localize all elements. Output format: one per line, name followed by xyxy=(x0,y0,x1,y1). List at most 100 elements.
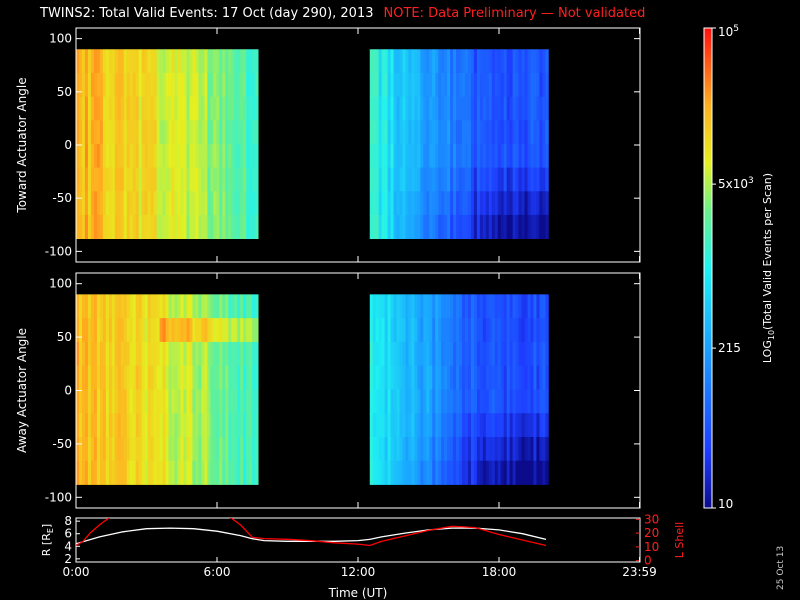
heatmap-cell xyxy=(467,460,472,485)
heatmap-cell xyxy=(126,191,131,216)
heatmap-cell xyxy=(201,413,205,438)
heatmap-cell xyxy=(174,365,178,390)
heatmap-cell xyxy=(423,191,427,216)
heatmap-cell xyxy=(450,96,454,121)
heatmap-cell xyxy=(527,460,531,485)
heatmap-cell xyxy=(255,96,259,121)
heatmap-cell xyxy=(186,191,190,216)
heatmap-cell xyxy=(476,167,481,192)
heatmap-cell xyxy=(500,389,505,414)
heatmap-cell xyxy=(222,341,226,367)
heatmap-cell xyxy=(387,294,391,319)
heatmap-cell xyxy=(132,214,137,239)
heatmap-cell xyxy=(108,96,113,121)
heatmap-cell xyxy=(249,96,253,121)
heatmap-cell xyxy=(384,460,389,485)
heatmap-cell xyxy=(204,318,208,343)
heatmap-cell xyxy=(186,413,190,438)
heatmap-cell xyxy=(240,365,244,390)
r-axis-title-main: R [R xyxy=(40,533,53,556)
heatmap-cell xyxy=(450,191,454,216)
heatmap-cell xyxy=(204,365,208,390)
heatmap-cell xyxy=(539,120,543,145)
heatmap-cell xyxy=(153,413,158,438)
heatmap-cell xyxy=(482,460,487,485)
heatmap-cell xyxy=(441,341,445,367)
heatmap-cell xyxy=(228,294,232,319)
heatmap-cell xyxy=(147,341,152,367)
heatmap-cell xyxy=(503,436,508,462)
heatmap-cell xyxy=(76,72,80,98)
heatmap-cell xyxy=(249,389,253,414)
heatmap-cell xyxy=(144,49,149,74)
heatmap-cell xyxy=(378,143,383,169)
heatmap-cell xyxy=(201,214,205,239)
heatmap-cell xyxy=(171,318,175,343)
heatmap-cell xyxy=(144,413,149,438)
heatmap-cell xyxy=(96,167,101,192)
heatmap-cell xyxy=(180,460,184,485)
heatmap-cell xyxy=(435,436,439,462)
heatmap-cell xyxy=(542,413,546,438)
heatmap-cell xyxy=(387,49,391,74)
heatmap-cell xyxy=(435,460,439,485)
heatmap-cell xyxy=(153,167,158,192)
heatmap-cell xyxy=(432,120,436,145)
heatmap-cell xyxy=(381,341,386,367)
heatmap-cell xyxy=(399,191,403,216)
heatmap-cell xyxy=(369,167,374,192)
heatmap-cell xyxy=(438,341,442,367)
heatmap-cell xyxy=(506,167,511,192)
heatmap-cell xyxy=(222,365,226,390)
heatmap-cell xyxy=(396,167,400,192)
heatmap-cell xyxy=(453,436,457,462)
heatmap-cell xyxy=(414,436,418,462)
heatmap-cell xyxy=(99,191,104,216)
heatmap-cell xyxy=(249,120,253,145)
heatmap-cell xyxy=(84,389,89,414)
heatmap-cell xyxy=(129,214,134,239)
heatmap-cell xyxy=(408,143,412,169)
heatmap-cell xyxy=(90,49,95,74)
heatmap-cell xyxy=(120,214,125,239)
heatmap-cell xyxy=(408,167,412,192)
heatmap-cell xyxy=(438,294,442,319)
heatmap-cell xyxy=(462,389,466,414)
heatmap-cell xyxy=(117,413,122,438)
heatmap-cell xyxy=(417,294,421,319)
heatmap-cell xyxy=(378,294,383,319)
heatmap-cell xyxy=(231,460,235,485)
heatmap-cell xyxy=(482,341,487,367)
y-tick-label: -100 xyxy=(45,244,72,258)
heatmap-cell xyxy=(114,143,119,169)
heatmap-cell xyxy=(141,389,146,414)
heatmap-cell xyxy=(420,294,424,319)
heatmap-cell xyxy=(183,214,187,239)
heatmap-cell xyxy=(476,294,481,319)
heatmap-cell xyxy=(438,318,442,343)
heatmap-cell xyxy=(105,294,110,319)
heatmap-cell xyxy=(111,49,116,74)
heatmap-cell xyxy=(144,318,149,343)
heatmap-cell xyxy=(396,294,400,319)
heatmap-cell xyxy=(132,413,137,438)
heatmap-cell xyxy=(102,167,107,192)
heatmap-cell xyxy=(180,365,184,390)
heatmap-cell xyxy=(465,49,469,74)
heatmap-cell xyxy=(399,120,403,145)
heatmap-cell xyxy=(497,413,502,438)
heatmap-cell xyxy=(420,341,424,367)
heatmap-cell xyxy=(216,191,220,216)
heatmap-cell xyxy=(156,365,160,390)
heatmap-cell xyxy=(171,49,175,74)
heatmap-cell xyxy=(479,341,484,367)
heatmap-cell xyxy=(450,436,454,462)
heatmap-cell xyxy=(494,365,499,390)
heatmap-cell xyxy=(195,96,199,121)
heatmap-cell xyxy=(381,214,386,239)
heatmap-cell xyxy=(488,96,493,121)
heatmap-cell xyxy=(189,96,193,121)
heatmap-cell xyxy=(201,120,205,145)
heatmap-cell xyxy=(432,413,436,438)
heatmap-cell xyxy=(390,143,394,169)
